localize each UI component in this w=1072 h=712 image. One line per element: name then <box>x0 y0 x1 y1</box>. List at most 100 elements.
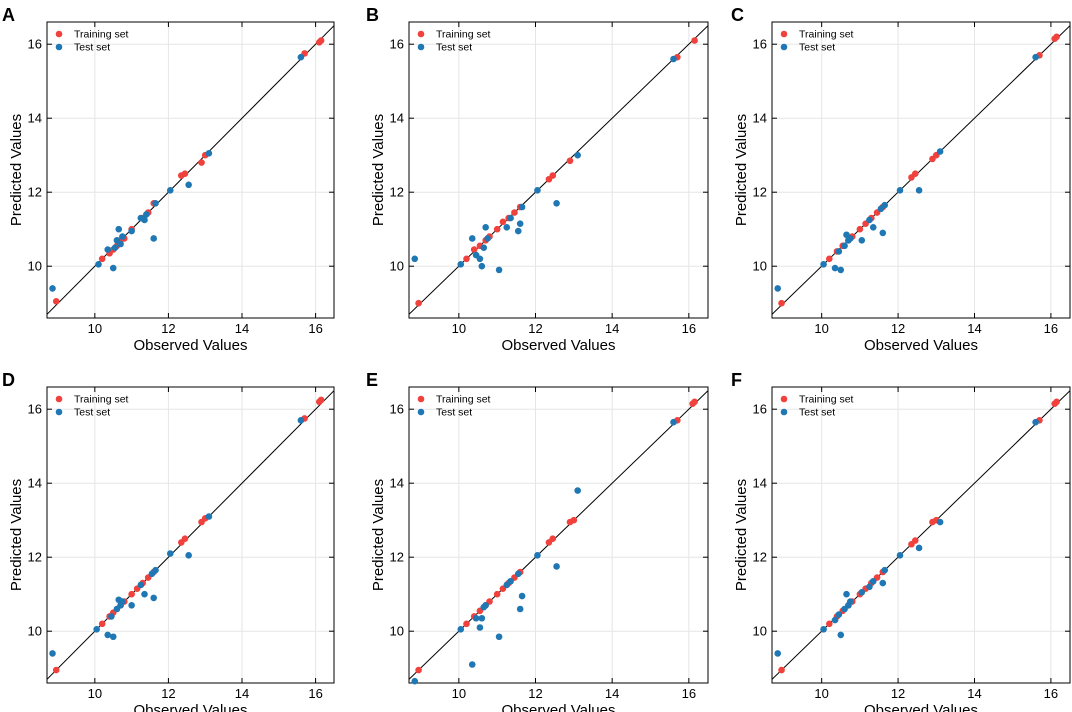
training-point <box>566 157 574 165</box>
test-point <box>915 544 923 552</box>
training-point <box>549 172 557 179</box>
training-point <box>691 398 698 406</box>
test-point <box>95 261 102 268</box>
x-tick-label: 10 <box>814 686 828 701</box>
test-point <box>847 235 854 242</box>
plot-frame <box>771 386 1071 684</box>
y-tick-label: 12 <box>28 185 42 200</box>
test-point <box>936 518 944 526</box>
test-point <box>514 227 522 235</box>
x-tick-label: 14 <box>605 686 619 701</box>
training-point <box>470 246 478 253</box>
test-point <box>507 214 514 222</box>
training-point <box>98 255 106 263</box>
y-tick-label: 10 <box>28 259 42 274</box>
legend-label: Test set <box>799 407 835 419</box>
x-axis-label: Observed Values <box>134 337 248 354</box>
training-point <box>415 299 422 307</box>
legend-label: Training set <box>74 394 129 406</box>
y-tick-label: 16 <box>753 402 767 417</box>
test-point <box>411 255 419 263</box>
y-tick-label: 16 <box>753 37 767 52</box>
test-point <box>553 563 560 570</box>
training-point <box>826 255 833 263</box>
training-point <box>778 666 785 674</box>
test-point <box>518 592 526 600</box>
test-series <box>411 55 677 274</box>
x-tick-label: 14 <box>235 686 249 701</box>
test-point <box>128 227 135 235</box>
x-tick-label: 10 <box>452 686 466 701</box>
test-point <box>516 605 524 613</box>
test-point <box>837 631 845 639</box>
x-tick-label: 14 <box>967 686 981 701</box>
test-point <box>205 513 213 520</box>
x-tick-label: 14 <box>967 321 981 336</box>
y-tick-label: 10 <box>28 624 42 639</box>
test-point <box>128 602 135 609</box>
y-tick-label: 14 <box>753 476 767 491</box>
legend-label: Training set <box>799 394 854 406</box>
training-point <box>52 298 60 305</box>
legend-marker <box>417 30 425 38</box>
y-tick-label: 14 <box>390 111 404 126</box>
test-point <box>858 589 866 596</box>
panel-d: D 10 12 14 16 10 12 14 16 Observed Values Predicte… <box>2 370 335 712</box>
test-point <box>835 248 843 255</box>
y-tick-label: 12 <box>390 550 404 565</box>
test-point <box>831 616 839 624</box>
test-point <box>503 224 511 231</box>
test-point <box>117 240 124 248</box>
x-tick-label: 12 <box>528 686 542 701</box>
x-tick-label: 16 <box>1044 321 1058 336</box>
y-tick-label: 16 <box>28 37 42 52</box>
x-tick-label: 10 <box>88 686 102 701</box>
training-point <box>911 537 919 544</box>
test-series <box>774 418 1039 657</box>
training-point <box>570 516 578 524</box>
test-point <box>115 225 123 233</box>
test-point <box>137 581 145 589</box>
test-point <box>480 244 488 251</box>
training-series <box>778 33 1060 307</box>
panel-letter: A <box>2 5 15 25</box>
test-point <box>109 264 117 272</box>
panel-letter: C <box>731 5 744 25</box>
test-point <box>482 224 489 231</box>
test-point <box>411 677 419 685</box>
training-point <box>499 218 507 226</box>
training-point <box>856 225 864 233</box>
y-tick-label: 12 <box>390 185 404 200</box>
test-point <box>119 598 126 605</box>
x-tick-label: 12 <box>161 686 175 701</box>
y-axis-label: Predicted Values <box>370 114 387 226</box>
test-point <box>915 187 923 194</box>
training-point <box>1053 398 1060 406</box>
test-point <box>468 235 476 242</box>
training-point <box>911 170 919 177</box>
test-point <box>119 233 126 240</box>
training-point <box>317 37 325 44</box>
plot-frame <box>408 386 709 684</box>
test-point <box>858 237 866 244</box>
test-point <box>49 285 56 292</box>
test-point <box>478 262 486 270</box>
x-axis-label: Observed Values <box>502 337 616 354</box>
test-point <box>553 200 560 207</box>
legend-marker <box>417 43 425 51</box>
training-point <box>511 209 518 216</box>
test-point <box>109 633 117 641</box>
legend-label: Training set <box>799 29 854 41</box>
test-point <box>847 598 854 605</box>
x-tick-label: 16 <box>1044 686 1058 701</box>
test-point <box>152 200 159 207</box>
test-point <box>866 216 873 224</box>
training-point <box>549 535 557 542</box>
y-axis-label: Predicted Values <box>370 479 387 591</box>
test-point <box>476 624 484 631</box>
identity-line <box>47 389 334 681</box>
